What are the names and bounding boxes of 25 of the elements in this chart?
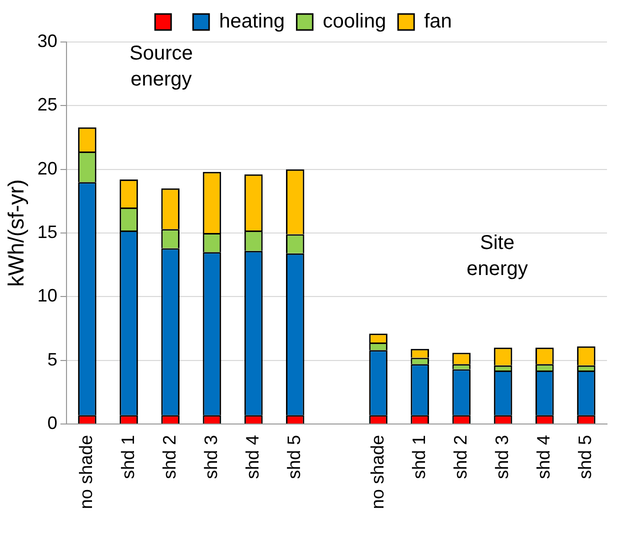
x-tick-label: shd 1 (408, 435, 429, 480)
y-tick-label: 30 (37, 30, 58, 51)
y-tick-label: 10 (37, 286, 58, 306)
x-tick-label: no shade (76, 435, 96, 510)
x-tick-label: shd 4 (534, 435, 554, 480)
x-tick-label: shd 3 (200, 435, 221, 480)
x-tick-label: shd 5 (284, 435, 304, 480)
x-tick-label: no shade (367, 435, 388, 510)
legend-label: fan (424, 10, 452, 33)
legend-label: heating (219, 10, 285, 33)
annotation: Source energy (129, 42, 193, 91)
y-tick-label: 0 (47, 412, 58, 433)
y-tick-label: 5 (47, 349, 58, 370)
x-tick-label: shd 5 (575, 435, 596, 480)
legend-label: cooling (322, 10, 386, 33)
x-tick-label: shd 2 (450, 435, 470, 480)
y-tick-label: 20 (37, 158, 58, 178)
annotation: Site energy (466, 232, 528, 280)
x-tick-label: shd 1 (118, 435, 138, 480)
x-tick-label: shd 2 (159, 435, 180, 480)
x-tick-label: shd 3 (492, 435, 512, 480)
y-tick-label: 25 (37, 94, 58, 115)
y-axis-title: kWh/(sf-yr) (3, 179, 28, 287)
x-tick-label: shd 4 (242, 435, 263, 480)
y-tick-label: 15 (37, 222, 58, 242)
